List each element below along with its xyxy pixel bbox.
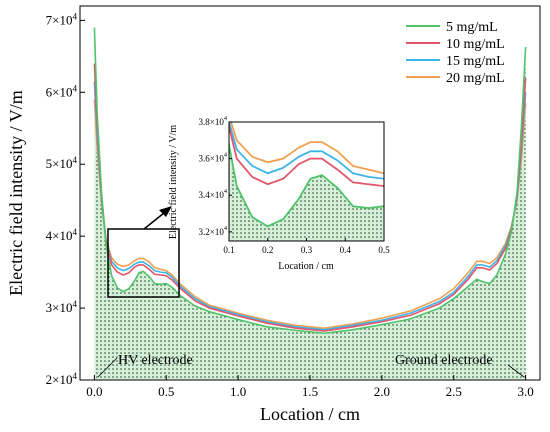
y-tick-label: 5×104 <box>46 155 78 171</box>
inset-x-tick-label: 0.2 <box>262 245 273 255</box>
inset-x-axis-title: Location / cm <box>278 261 334 272</box>
inset-y-tick-label: 3.4×104 <box>199 188 228 200</box>
y-axis-title: Electric field intensity / V/m <box>6 90 26 296</box>
y-tick-label: 4×104 <box>46 227 78 243</box>
x-tick-label: 0.0 <box>86 384 102 399</box>
inset-series-line-2 <box>229 122 384 180</box>
y-tick-label: 3×104 <box>46 299 78 315</box>
inset-y-axis-title: Electric field intensity / V/m <box>168 125 179 239</box>
x-tick-label: 1.5 <box>302 384 318 399</box>
inset-x-tick-label: 0.5 <box>378 245 390 255</box>
ground-electrode-leader <box>507 364 525 378</box>
x-tick-label: 2.5 <box>446 384 462 399</box>
ground-electrode-label: Ground electrode <box>395 353 493 368</box>
zoom-arrow <box>143 212 165 230</box>
inset-x-tick-label: 0.3 <box>301 245 313 255</box>
inset-y-tick-label: 3.6×104 <box>199 152 228 164</box>
inset-x-tick-label: 0.1 <box>223 245 234 255</box>
series-fill-area <box>94 27 526 380</box>
legend: 5 mg/mL 10 mg/mL 15 mg/mL 20 mg/mL <box>406 20 505 86</box>
x-tick-label: 2.0 <box>374 384 390 399</box>
zoom-arrowhead <box>159 206 172 217</box>
inset-series-line-1 <box>229 122 384 188</box>
legend-label-2: 15 mg/mL <box>446 54 505 69</box>
legend-label-1: 10 mg/mL <box>446 37 505 52</box>
x-axis-title: Location / cm <box>260 404 360 424</box>
zoom-region-box <box>107 228 180 298</box>
hv-electrode-leader <box>97 357 118 378</box>
series-line-1 <box>93 63 527 332</box>
series-line-0 <box>93 27 527 335</box>
y-tick-label: 7×104 <box>46 11 78 27</box>
y-tick-label: 6×104 <box>46 83 78 99</box>
series-line-3 <box>93 99 527 330</box>
x-tick-label: 3.0 <box>518 384 534 399</box>
inset-x-tick-label: 0.4 <box>340 245 352 255</box>
legend-label-3: 20 mg/mL <box>446 71 505 86</box>
x-tick-label: 1.0 <box>230 384 246 399</box>
hv-electrode-label: HV electrode <box>118 353 193 368</box>
inset-fill-area <box>229 144 384 241</box>
inset-series-line-0 <box>229 140 384 228</box>
series-line-2 <box>93 81 527 331</box>
y-tick-label: 2×104 <box>46 371 78 387</box>
inset-series-line-3 <box>230 122 384 175</box>
inset-y-tick-label: 3.8×104 <box>199 115 228 127</box>
x-tick-label: 0.5 <box>158 384 174 399</box>
inset-y-tick-label: 3.2×104 <box>199 225 228 237</box>
legend-label-0: 5 mg/mL <box>446 20 498 35</box>
